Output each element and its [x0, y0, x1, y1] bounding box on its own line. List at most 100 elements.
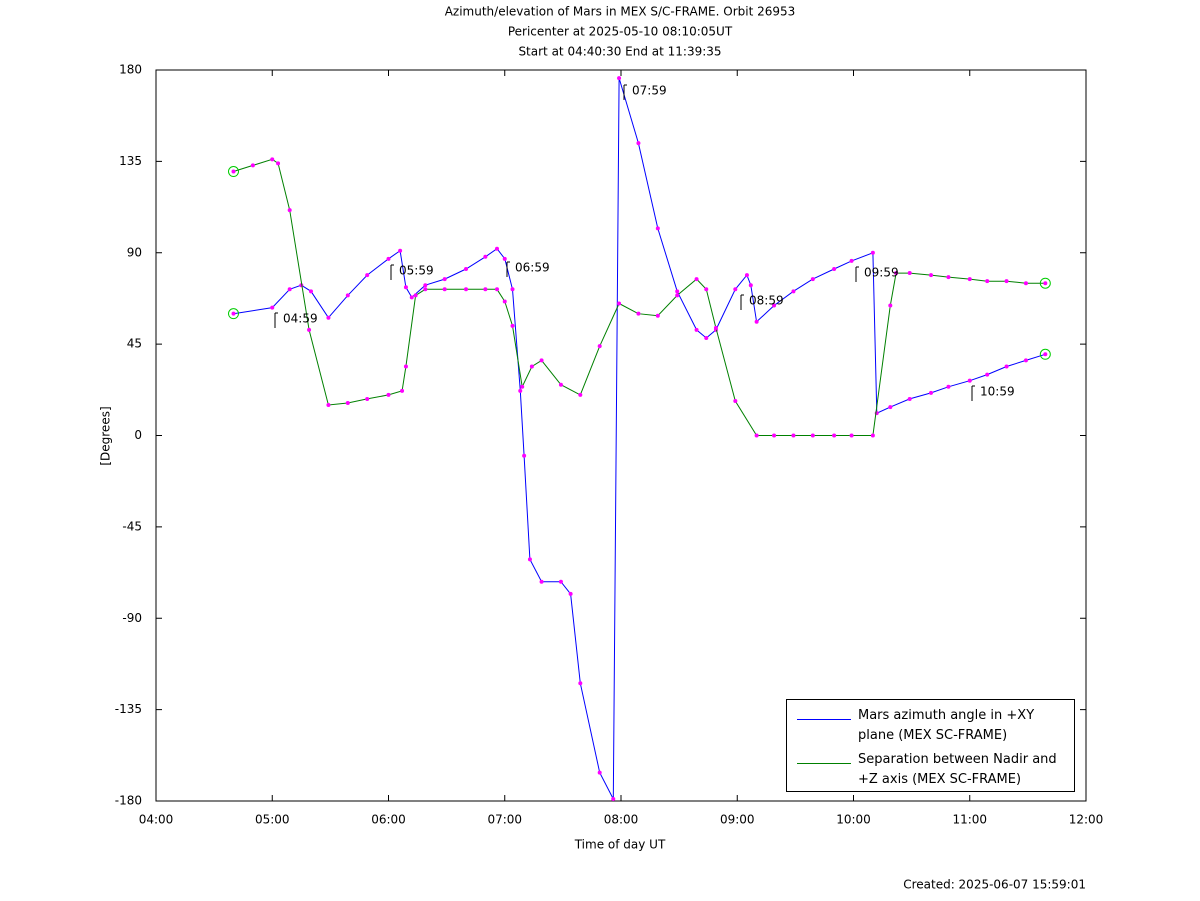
- point-marker: [558, 382, 563, 387]
- point-marker: [502, 256, 507, 261]
- point-marker: [772, 433, 777, 438]
- point-marker: [870, 250, 875, 255]
- point-marker: [287, 208, 292, 213]
- point-marker: [307, 327, 312, 332]
- point-marker: [558, 579, 563, 584]
- y-axis-label: [Degrees]: [99, 406, 113, 465]
- point-marker: [309, 289, 313, 294]
- point-marker: [510, 287, 515, 292]
- point-marker: [464, 287, 468, 292]
- point-marker: [929, 390, 933, 395]
- point-marker: [946, 275, 951, 280]
- point-marker: [527, 557, 532, 562]
- point-marker: [510, 323, 515, 328]
- point-marker: [539, 358, 544, 363]
- point-marker: [287, 287, 292, 292]
- point-marker: [832, 266, 837, 271]
- point-marker: [849, 258, 854, 263]
- x-tick-label: 09:00: [720, 813, 755, 827]
- point-marker: [578, 392, 583, 397]
- point-marker: [518, 388, 523, 393]
- point-marker: [967, 277, 972, 282]
- point-marker: [754, 433, 759, 438]
- point-marker: [675, 289, 680, 294]
- point-marker: [1043, 281, 1048, 286]
- point-marker: [888, 303, 893, 308]
- annotation: 10:59: [980, 385, 1015, 399]
- point-marker: [636, 311, 641, 316]
- annotation: 06:59: [515, 261, 550, 275]
- x-tick-label: 12:00: [1069, 813, 1104, 827]
- series-line: [233, 158, 1046, 436]
- point-marker: [870, 433, 875, 438]
- point-marker: [636, 141, 641, 146]
- point-marker: [744, 273, 749, 278]
- point-marker: [611, 796, 616, 801]
- point-marker: [270, 305, 275, 310]
- point-marker: [907, 271, 912, 276]
- point-marker: [409, 295, 414, 300]
- legend-label: Separation between Nadir and +Z axis (ME…: [858, 752, 1057, 787]
- point-marker: [578, 681, 583, 686]
- x-axis-label: Time of day UT: [574, 838, 666, 852]
- y-tick-label: 45: [127, 337, 142, 351]
- legend: Mars azimuth angle in +XY plane (MEX SC-…: [786, 699, 1075, 792]
- point-marker: [1043, 352, 1048, 357]
- point-marker: [617, 76, 622, 81]
- point-marker: [398, 248, 403, 253]
- point-marker: [929, 273, 933, 278]
- point-marker: [733, 287, 738, 292]
- point-marker: [231, 311, 236, 316]
- y-tick-label: -45: [122, 519, 142, 533]
- point-marker: [345, 401, 350, 406]
- chart-title: Azimuth/elevation of Mars in MEX S/C-FRA…: [445, 5, 796, 19]
- point-marker: [1004, 279, 1009, 284]
- annotation: 05:59: [399, 264, 434, 278]
- point-marker: [326, 403, 331, 408]
- point-marker: [423, 283, 428, 288]
- point-marker: [713, 325, 718, 330]
- point-marker: [365, 273, 370, 278]
- point-marker: [791, 289, 796, 294]
- point-marker: [345, 293, 350, 298]
- point-marker: [733, 398, 738, 403]
- point-marker: [386, 256, 391, 261]
- point-marker: [694, 277, 699, 282]
- y-tick-label: -90: [122, 611, 142, 625]
- point-marker: [403, 285, 408, 290]
- point-marker: [483, 254, 488, 259]
- point-marker: [529, 364, 534, 369]
- point-marker: [403, 364, 408, 369]
- point-marker: [1004, 364, 1009, 369]
- y-tick-label: 0: [134, 428, 142, 442]
- point-marker: [772, 303, 777, 308]
- legend-entry: Separation between Nadir and +Z axis (ME…: [797, 750, 1067, 790]
- y-tick-label: -135: [115, 702, 142, 716]
- point-marker: [946, 384, 951, 389]
- point-marker: [754, 319, 759, 324]
- point-marker: [400, 388, 405, 393]
- point-marker: [675, 293, 680, 298]
- point-marker: [520, 384, 525, 389]
- point-marker: [655, 226, 660, 231]
- legend-swatch: [797, 763, 851, 764]
- series-line: [233, 77, 1046, 800]
- annotation: 09:59: [864, 266, 899, 280]
- point-marker: [231, 169, 236, 174]
- point-marker: [832, 433, 837, 438]
- end-marker: [228, 166, 239, 178]
- point-marker: [423, 287, 428, 292]
- point-marker: [495, 287, 499, 292]
- x-tick-label: 07:00: [487, 813, 522, 827]
- y-tick-label: 90: [127, 245, 142, 259]
- point-marker: [1023, 281, 1028, 286]
- point-marker: [894, 271, 899, 276]
- legend-swatch: [797, 719, 851, 720]
- point-marker: [888, 405, 893, 410]
- point-marker: [907, 396, 912, 401]
- point-marker: [617, 301, 622, 306]
- point-marker: [704, 336, 709, 341]
- point-marker: [704, 287, 709, 292]
